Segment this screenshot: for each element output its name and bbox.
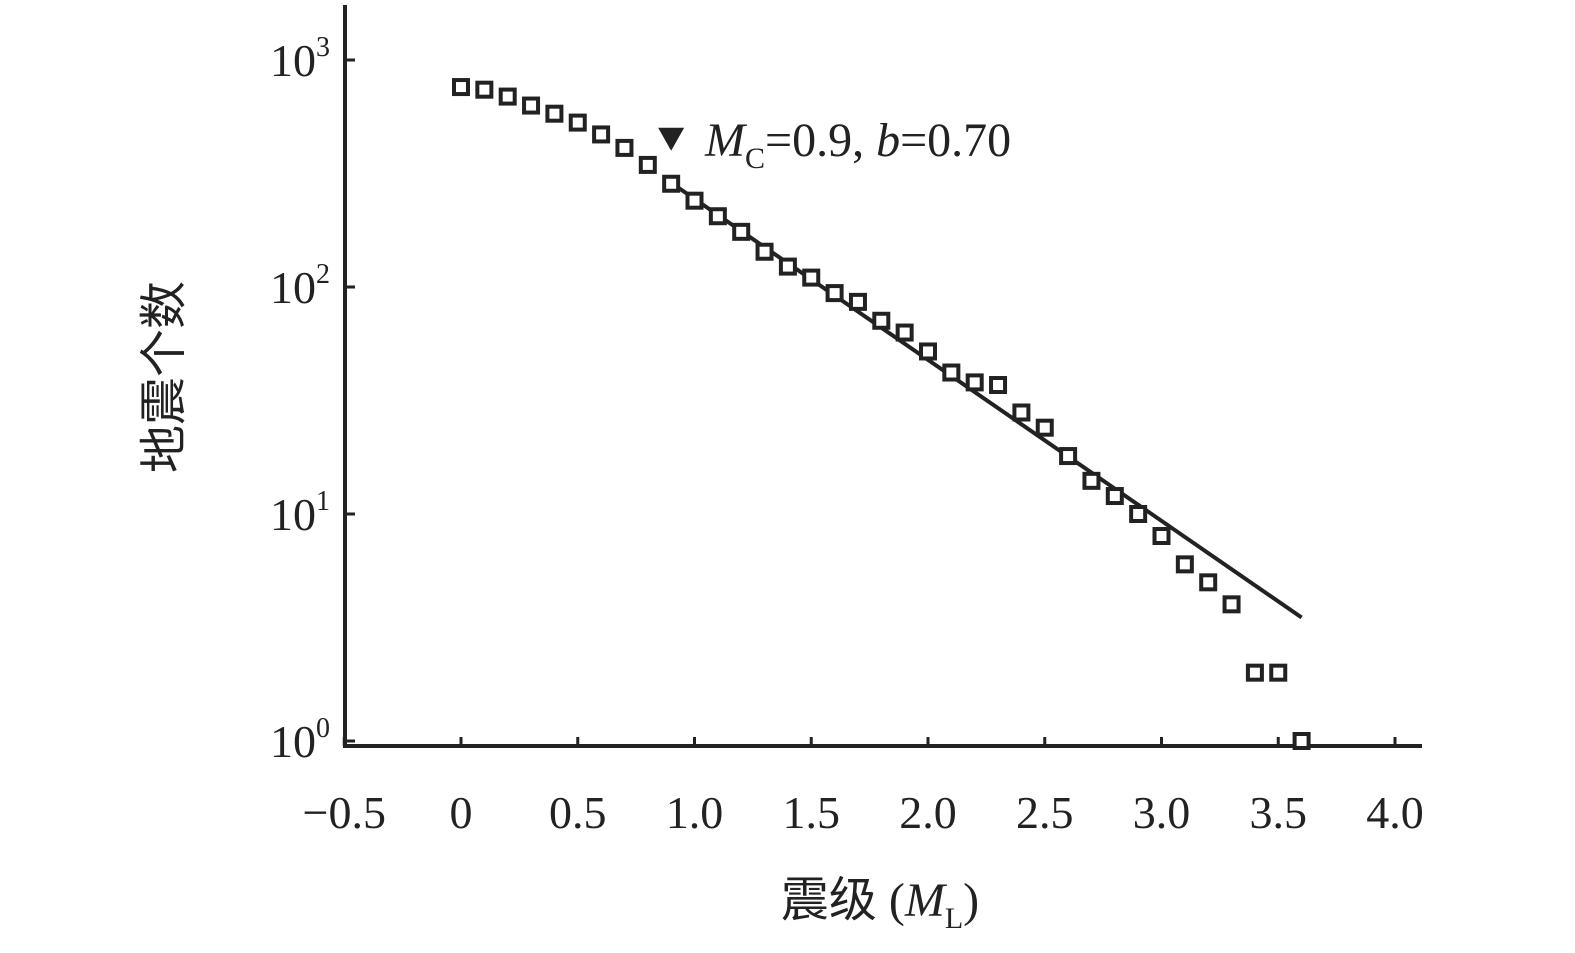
data-point	[1222, 595, 1241, 614]
data-point	[568, 113, 587, 132]
x-tick-label: 1.0	[666, 787, 724, 838]
x-tick-label: 2.0	[899, 787, 957, 838]
data-point	[452, 78, 470, 97]
x-tick-label: 2.5	[1016, 787, 1074, 838]
data-point	[1035, 418, 1054, 437]
data-point	[638, 155, 657, 174]
x-tick-label: 3.5	[1250, 787, 1308, 838]
mc-marker	[658, 127, 685, 151]
annotation-text: MC=0.9, b=0.70	[704, 114, 1011, 175]
x-tick-label: 3.0	[1133, 787, 1191, 838]
data-point	[708, 207, 727, 226]
data-point	[1292, 732, 1311, 750]
data-point	[919, 342, 937, 361]
data-point	[1152, 526, 1171, 545]
x-tick-label: 1.5	[783, 787, 841, 838]
data-point	[1129, 505, 1148, 523]
y-axis-label: 地震个数	[138, 281, 191, 473]
y-tick-label: 101	[270, 486, 330, 540]
data-point	[965, 373, 984, 392]
data-point	[802, 268, 821, 287]
mc-marker-group	[658, 127, 685, 151]
data-point	[1059, 447, 1078, 466]
x-tick-label: −0.5	[303, 787, 386, 838]
data-point	[895, 323, 914, 342]
x-axis-label: 震级 (ML)	[781, 874, 979, 935]
data-point	[825, 284, 844, 303]
data-point	[1269, 663, 1288, 682]
data-point	[1082, 471, 1101, 490]
data-point	[989, 376, 1008, 395]
data-point	[778, 257, 797, 276]
data-point	[1245, 663, 1264, 682]
data-point	[592, 125, 611, 144]
data-points	[452, 78, 1311, 750]
data-point	[615, 138, 634, 157]
data-point	[755, 242, 774, 261]
data-point	[498, 87, 517, 106]
data-point	[475, 80, 494, 99]
y-tick-label: 102	[270, 259, 330, 313]
y-tick-label: 100	[270, 713, 330, 767]
fit-line	[670, 181, 1303, 620]
x-tick-label: 0	[450, 787, 473, 838]
y-ticks: 100 101 102 103	[270, 32, 355, 767]
x-ticks: −0.5 0 0.5 1.0 1.5 2.0 2.5 3.0 3.5 4.0	[303, 737, 1424, 838]
data-point	[685, 191, 704, 210]
x-tick-label: 4.0	[1366, 787, 1424, 838]
data-point	[1199, 573, 1218, 592]
data-point	[1105, 487, 1124, 506]
fit-line-group	[670, 181, 1303, 620]
data-point	[545, 104, 564, 123]
data-point	[942, 363, 961, 382]
data-point	[732, 222, 751, 241]
data-point	[1175, 555, 1194, 574]
x-tick-label: 0.5	[549, 787, 607, 838]
data-point	[872, 311, 891, 330]
data-point	[662, 174, 681, 193]
data-point	[522, 96, 541, 115]
y-tick-label: 103	[270, 32, 330, 86]
data-point	[848, 292, 867, 311]
data-point	[1012, 403, 1031, 422]
axes	[343, 5, 1422, 748]
